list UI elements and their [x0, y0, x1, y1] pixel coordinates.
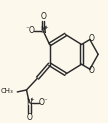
Text: CH₃: CH₃ — [1, 88, 14, 94]
Text: ⁻: ⁻ — [44, 99, 47, 105]
Text: O: O — [29, 26, 35, 35]
Text: O: O — [88, 66, 94, 75]
Text: O: O — [26, 113, 32, 122]
Text: N: N — [40, 26, 46, 35]
Text: O: O — [40, 12, 46, 21]
Text: O: O — [88, 34, 94, 43]
Text: +: + — [44, 25, 48, 30]
Text: O: O — [38, 98, 44, 107]
Text: ⁻: ⁻ — [26, 27, 29, 33]
Text: +: + — [30, 97, 34, 102]
Text: N: N — [26, 98, 32, 107]
